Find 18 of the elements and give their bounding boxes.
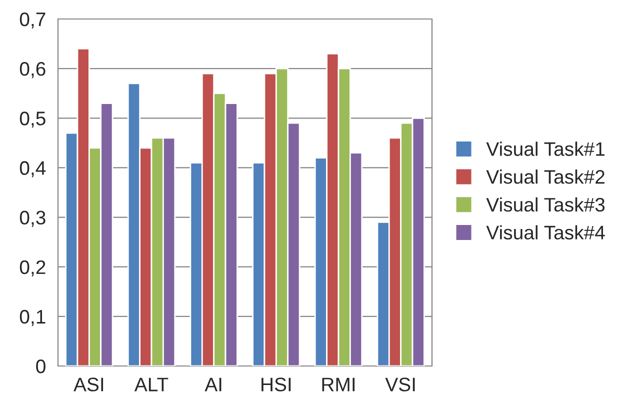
x-tick-label: HSI bbox=[262, 378, 291, 392]
y-tick-label: 0,4 bbox=[20, 161, 46, 178]
y-tick-label: 0,7 bbox=[20, 12, 46, 29]
legend-label: Visual Task#2 bbox=[486, 170, 604, 184]
x-tick-label: AI bbox=[204, 378, 222, 392]
x-tick-label: RMI bbox=[322, 378, 355, 392]
legend-label: Visual Task#4 bbox=[486, 225, 605, 240]
x-tick-label: VSI bbox=[385, 378, 415, 392]
y-tick-label: 0,2 bbox=[20, 260, 46, 276]
y-tick-label: 0,5 bbox=[20, 112, 46, 128]
y-tick-label: 0,6 bbox=[20, 62, 46, 78]
x-tick-label: ALT bbox=[134, 378, 168, 392]
x-tick-label: ASI bbox=[74, 378, 104, 392]
legend-label: Visual Task#1 bbox=[486, 142, 604, 156]
y-tick-label: 0,1 bbox=[20, 310, 46, 326]
y-tick-label: 0 bbox=[36, 359, 46, 374]
legend-label: Visual Task#3 bbox=[486, 197, 605, 212]
y-tick-label: 0,3 bbox=[20, 210, 46, 227]
